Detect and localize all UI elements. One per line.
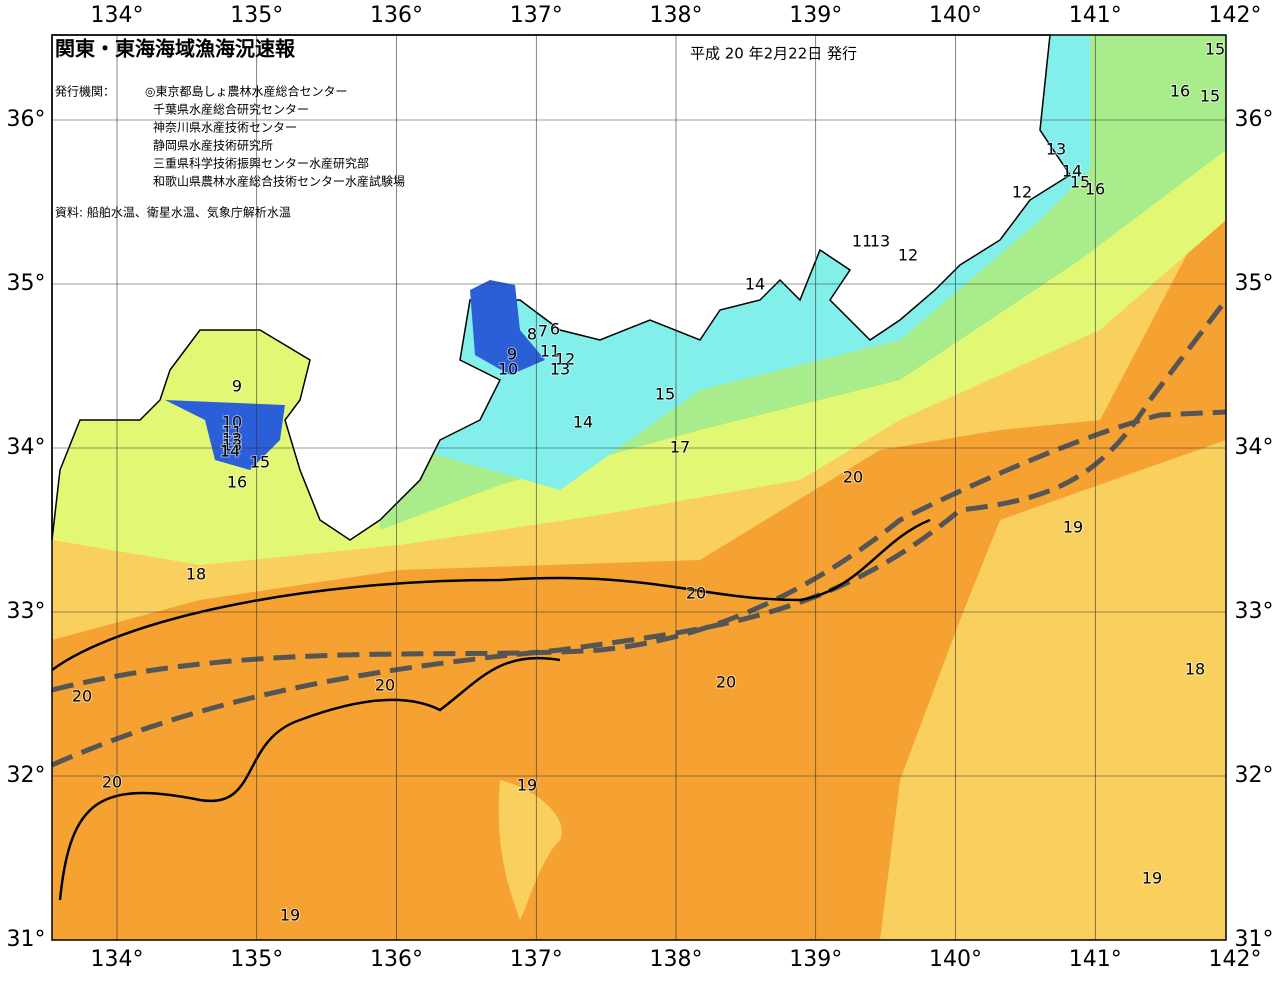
- contour-label: 11: [852, 232, 872, 251]
- issuer: 和歌山県農林水産総合技術センター水産試験場: [153, 174, 405, 189]
- contour-label: 11: [540, 342, 560, 361]
- kuroshio-axis: [51, 409, 1227, 693]
- lon-label-bottom: 139°: [789, 947, 842, 972]
- lat-label-left: 36°: [7, 107, 46, 132]
- lon-label-top: 136°: [370, 3, 423, 28]
- contour-label: 15: [250, 453, 270, 472]
- isotherm-20-south: [58, 656, 561, 901]
- contour-label: 13: [222, 436, 242, 455]
- issuer: 千葉県水産総合研究センター: [153, 102, 309, 117]
- contour-label: 16: [227, 473, 247, 492]
- contour-label: 18: [1185, 660, 1205, 679]
- contour-label: 13: [870, 232, 890, 251]
- contour-label: 19: [1142, 869, 1162, 888]
- isotherm-20: [51, 518, 931, 672]
- lon-label-top: 135°: [230, 3, 283, 28]
- issuer: 神奈川県水産技術センター: [153, 120, 297, 135]
- lat-label-left: 33°: [7, 599, 46, 624]
- lon-label-bottom: 137°: [510, 947, 563, 972]
- contour-label: 14: [1062, 162, 1082, 181]
- issue-date: 平成 20 年2月22日 発行: [690, 45, 857, 63]
- issuer: 三重県科学技術振興センター水産研究部: [153, 156, 369, 171]
- contour-label: 20: [102, 773, 122, 792]
- contour-label: 19: [517, 776, 537, 795]
- lon-label-bottom: 134°: [91, 947, 144, 972]
- lat-label-left: 34°: [7, 435, 46, 460]
- contour-label: 16: [1170, 82, 1190, 101]
- lon-label-bottom: 142°: [1209, 947, 1262, 972]
- contour-label: 11: [222, 423, 242, 442]
- ise-bay: [470, 280, 545, 375]
- osaka-bay: [165, 400, 285, 470]
- contour-label: 19: [1063, 518, 1083, 537]
- contour-label: 20: [72, 687, 92, 706]
- contour-label: 14: [220, 442, 240, 461]
- contour-label: 15: [1070, 173, 1090, 192]
- lat-label-right: 36°: [1235, 107, 1274, 132]
- contour-label: 13: [1046, 140, 1066, 159]
- lon-label-top: 142°: [1209, 3, 1262, 28]
- contour-label: 12: [898, 246, 918, 265]
- lat-label-left: 32°: [7, 763, 46, 788]
- contour-label: 16: [1085, 180, 1105, 199]
- water-band-19: [880, 440, 1226, 940]
- contour-label: 10: [498, 360, 518, 379]
- contour-label: 8: [527, 325, 537, 344]
- lat-label-right: 31°: [1235, 927, 1274, 952]
- lat-label-right: 32°: [1235, 763, 1274, 788]
- contour-label: 15: [1200, 87, 1220, 106]
- lat-label-left: 35°: [7, 271, 46, 296]
- lon-label-top: 134°: [91, 3, 144, 28]
- contour-label: 15: [1205, 40, 1225, 59]
- contour-label: 14: [745, 275, 765, 294]
- contour-label: 18: [186, 565, 206, 584]
- contour-label: 13: [550, 360, 570, 379]
- lon-label-bottom: 135°: [230, 947, 283, 972]
- title: 関東・東海海域漁海況速報: [55, 37, 296, 61]
- lon-label-top: 138°: [650, 3, 703, 28]
- graticule: [52, 35, 1226, 940]
- lon-label-bottom: 140°: [929, 947, 982, 972]
- contour-label: 20: [686, 584, 706, 603]
- issuers: ◎東京都島しょ農林水産総合センター千葉県水産総合研究センター神奈川県水産技術セン…: [145, 84, 405, 189]
- contour-label: 7: [538, 322, 548, 341]
- lon-label-top: 141°: [1069, 3, 1122, 28]
- contour-label: 9: [232, 377, 242, 396]
- contour-label: 19: [280, 906, 300, 925]
- contour-label: 15: [655, 385, 675, 404]
- contour-label: 20: [843, 468, 863, 487]
- map-frame: [51, 34, 1227, 941]
- contour-label: 20: [716, 673, 736, 692]
- contour-label: 12: [555, 350, 575, 369]
- contour-label: 9: [507, 345, 517, 364]
- water-patch-19: [498, 780, 562, 920]
- map-body: [50, 34, 1228, 940]
- lat-label-right: 35°: [1235, 271, 1274, 296]
- contour-label: 6: [550, 320, 560, 339]
- issuers-label: 発行機関：: [55, 84, 115, 99]
- contour-label: 12: [222, 430, 242, 449]
- contour-label: 14: [573, 413, 593, 432]
- lon-label-top: 140°: [929, 3, 982, 28]
- issuer: 静岡県水産技術研究所: [153, 138, 273, 153]
- lon-label-bottom: 141°: [1069, 947, 1122, 972]
- lon-label-bottom: 136°: [370, 947, 423, 972]
- lat-label-right: 34°: [1235, 435, 1274, 460]
- lon-label-top: 137°: [510, 3, 563, 28]
- issuer: ◎東京都島しょ農林水産総合センター: [145, 84, 347, 99]
- contour-label: 10: [222, 413, 242, 432]
- lat-label-right: 33°: [1235, 599, 1274, 624]
- contour-label: 12: [1012, 183, 1032, 202]
- contour-label: 17: [670, 438, 690, 457]
- contour-label: 20: [375, 676, 395, 695]
- source: 資料: 船舶水温、衛星水温、気象庁解析水温: [55, 205, 291, 220]
- kuroshio-axis-2: [50, 298, 1228, 768]
- lon-label-bottom: 138°: [650, 947, 703, 972]
- lat-label-left: 31°: [7, 927, 46, 952]
- lon-label-top: 139°: [789, 3, 842, 28]
